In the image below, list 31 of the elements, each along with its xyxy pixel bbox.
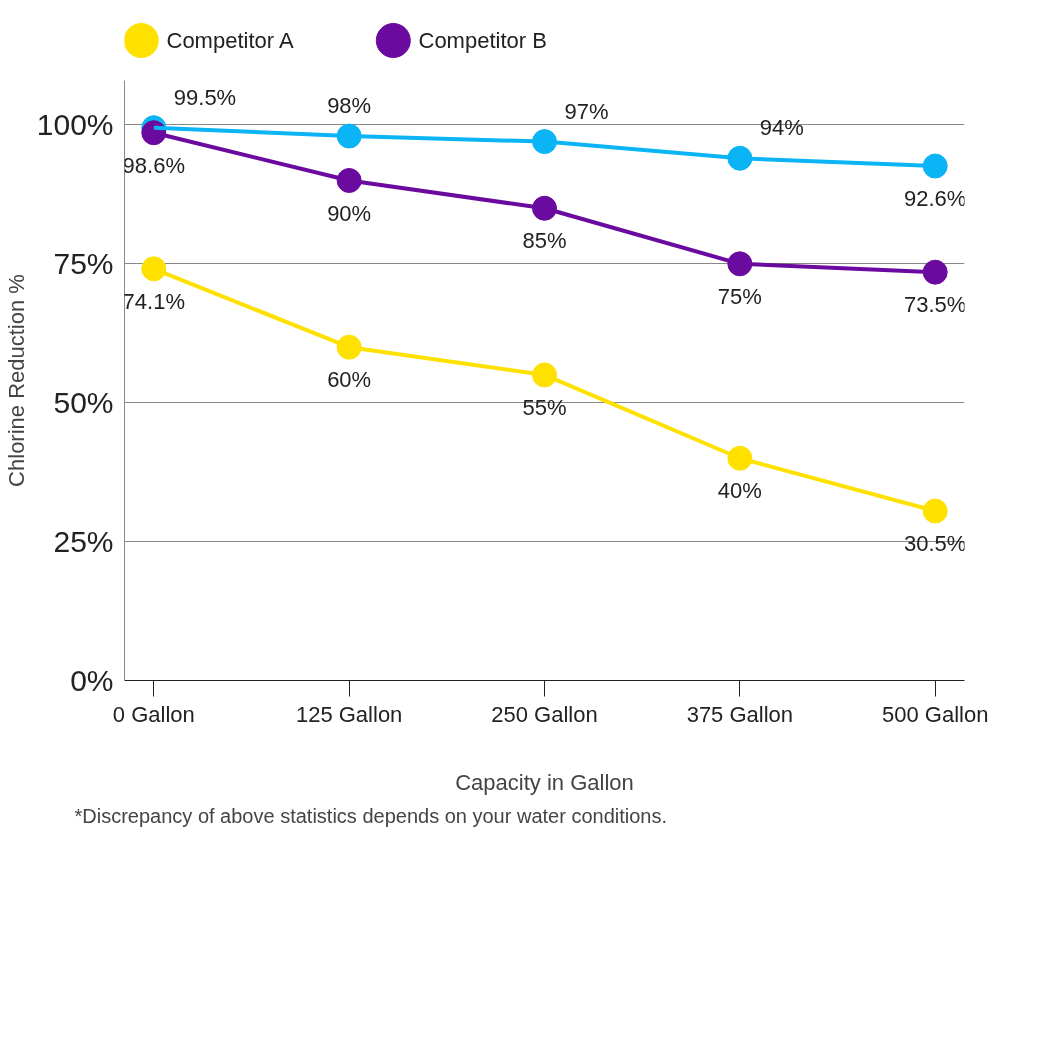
point — [922, 153, 948, 179]
data-label: 98% — [327, 93, 372, 119]
x-tick-label: 0 Gallon — [112, 701, 195, 727]
data-label: 98.6% — [122, 152, 185, 178]
x-tick-label: 250 Gallon — [491, 701, 598, 727]
x-axis-title: Capacity in Gallon — [455, 769, 634, 795]
point — [922, 259, 948, 285]
y-tick-label: 100% — [36, 108, 114, 142]
data-label: 74.1% — [122, 288, 185, 314]
text: *Discrepancy of above statistics depends on your water conditions. — [74, 804, 668, 827]
data-label: 90% — [327, 200, 372, 226]
x-tick-label: 125 Gallon — [295, 701, 403, 727]
y-tick-label: 0% — [70, 664, 114, 697]
x-tick-label: 500 Gallon — [881, 701, 989, 727]
legend-label: Competitor B — [418, 28, 547, 53]
y-tick-label: 25% — [53, 525, 114, 559]
point — [922, 498, 948, 524]
x-tick-label: 375 Gallon — [686, 701, 794, 727]
y-tick-label: 50% — [53, 386, 114, 420]
data-label: 85% — [522, 228, 567, 254]
data-label: 94% — [759, 115, 804, 141]
data-label: 55% — [522, 394, 567, 420]
data-label: 99.5% — [173, 84, 237, 110]
legend-label: Competitor A — [166, 28, 294, 53]
data-label: 97% — [564, 98, 609, 124]
data-label: 40% — [717, 478, 762, 504]
data-label: 60% — [327, 367, 372, 393]
point — [141, 256, 167, 282]
data-label: 75% — [717, 283, 762, 309]
y-axis-title: Chlorine Reduction % — [3, 274, 29, 487]
y-tick-label: 75% — [53, 247, 114, 281]
